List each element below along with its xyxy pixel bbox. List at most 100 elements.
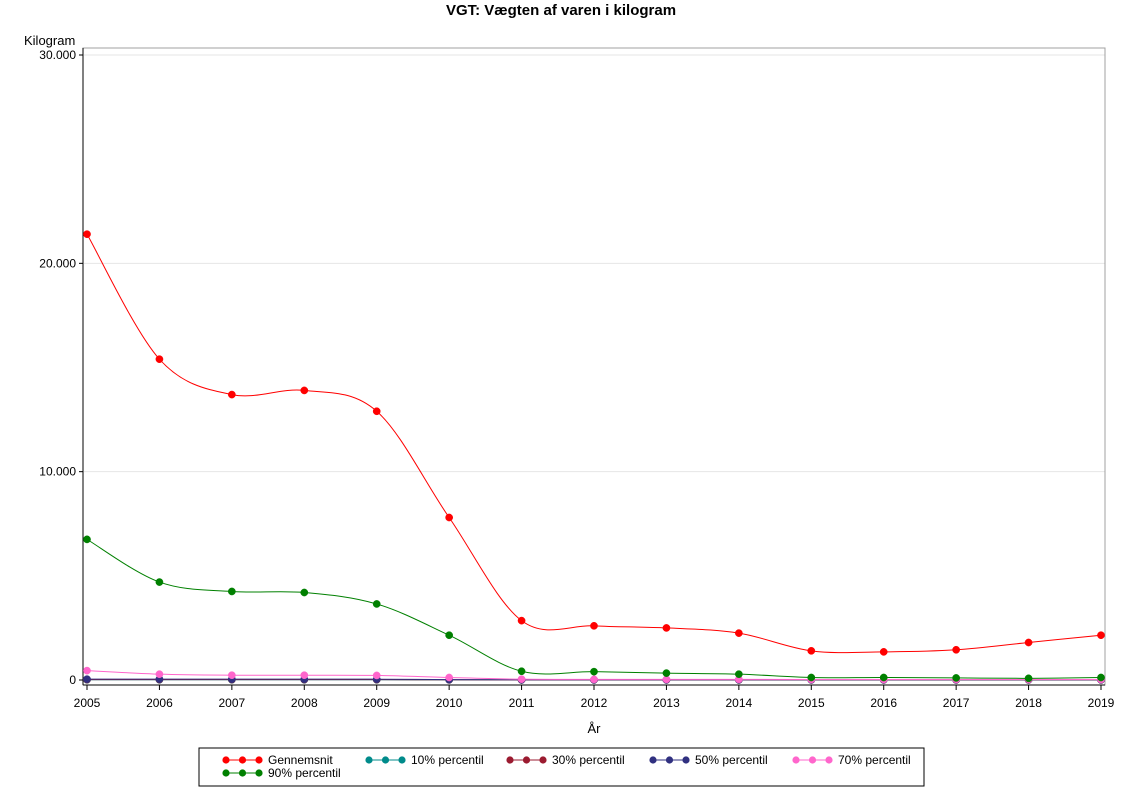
legend-marker	[238, 769, 247, 777]
x-tick-label: 2016	[870, 696, 897, 710]
data-point	[300, 386, 309, 395]
data-point	[445, 513, 453, 522]
legend-marker	[222, 756, 230, 764]
legend-item: 50% percentil	[649, 753, 768, 767]
data-point	[83, 535, 91, 544]
data-point	[952, 674, 960, 682]
x-tick-label: 2012	[581, 696, 608, 710]
legend-marker	[238, 756, 247, 764]
legend-marker	[665, 756, 674, 764]
data-point	[372, 600, 381, 608]
x-axis-label: År	[588, 721, 602, 736]
data-point	[1024, 638, 1033, 647]
legend-label: 50% percentil	[695, 753, 768, 767]
data-point	[445, 631, 453, 640]
legend-marker	[792, 756, 800, 764]
series-line	[86, 538, 1102, 679]
y-tick-label: 10.000	[39, 465, 76, 479]
data-point	[590, 621, 598, 630]
x-tick-label: 2014	[726, 696, 753, 710]
legend-item: 30% percentil	[506, 753, 625, 767]
data-point	[517, 675, 526, 684]
y-axis-label: Kilogram	[24, 33, 75, 48]
data-point	[228, 671, 236, 680]
legend-marker	[255, 769, 263, 777]
legend-marker	[381, 756, 390, 764]
legend-marker	[522, 756, 531, 764]
x-tick-label: 2005	[74, 696, 101, 710]
data-point	[445, 673, 453, 682]
legend-marker	[808, 756, 817, 764]
legend-label: 90% percentil	[268, 766, 341, 780]
series-90-percentil	[83, 535, 1105, 683]
legend-marker	[365, 756, 373, 764]
data-point	[517, 667, 526, 676]
data-point	[1097, 631, 1105, 640]
y-tick-label: 20.000	[39, 256, 76, 270]
data-point	[517, 616, 526, 625]
x-tick-label: 2015	[798, 696, 825, 710]
legend-label: Gennemsnit	[268, 753, 333, 767]
data-point	[590, 675, 598, 684]
data-point	[83, 675, 91, 684]
data-point	[662, 669, 671, 677]
data-point	[879, 648, 888, 656]
data-point	[662, 624, 671, 632]
data-point	[228, 390, 236, 399]
data-point	[807, 673, 816, 682]
legend-item: Gennemsnit	[222, 753, 333, 767]
data-point	[735, 670, 743, 679]
x-tick-label: 2017	[943, 696, 970, 710]
legend-marker	[222, 769, 230, 777]
y-axis: 0 10.000 20.000 30.000	[39, 48, 84, 687]
legend-label: 30% percentil	[552, 753, 625, 767]
legend-marker	[506, 756, 514, 764]
grid-lines	[84, 54, 1105, 473]
legend-item: 70% percentil	[792, 753, 911, 767]
plot-area	[82, 47, 1106, 686]
legend-label: 70% percentil	[838, 753, 911, 767]
data-point	[83, 666, 91, 675]
x-tick-label: 2013	[653, 696, 680, 710]
x-tick-label: 2007	[219, 696, 246, 710]
x-tick-label: 2019	[1088, 696, 1115, 710]
x-tick-label: 2006	[146, 696, 173, 710]
x-tick-label: 2010	[436, 696, 463, 710]
series-line	[86, 233, 1102, 654]
data-point	[1097, 673, 1105, 682]
legend-marker	[825, 756, 833, 764]
legend-item: 10% percentil	[365, 753, 484, 767]
data-point	[807, 646, 816, 655]
y-tick-label: 0	[69, 673, 76, 687]
data-point	[590, 667, 598, 676]
data-point	[300, 588, 309, 597]
data-point	[300, 671, 309, 680]
data-point	[155, 355, 164, 364]
series-gennemsnit	[83, 230, 1105, 656]
legend-marker	[682, 756, 690, 764]
x-axis: 2005 2006 2007 2008 2009 2010 2011 2012 2013 2014…	[74, 684, 1115, 710]
series-70-percentil	[83, 666, 1105, 684]
x-tick-label: 2011	[509, 696, 535, 710]
legend-marker	[539, 756, 547, 764]
data-point	[372, 407, 381, 416]
x-tick-label: 2008	[291, 696, 318, 710]
data-point	[372, 671, 381, 680]
data-point	[228, 587, 236, 596]
data-point	[155, 670, 164, 679]
legend-item: 90% percentil	[222, 766, 341, 780]
data-point	[952, 645, 960, 654]
data-point	[879, 673, 888, 682]
legend: Gennemsnit 10% percentil 30% percentil 50% …	[198, 747, 925, 787]
legend-label: 10% percentil	[411, 753, 484, 767]
x-tick-label: 2018	[1015, 696, 1042, 710]
data-point	[735, 629, 743, 637]
y-tick-label: 30.000	[39, 48, 76, 62]
legend-box	[198, 747, 925, 787]
x-tick-label: 2009	[363, 696, 390, 710]
data-point	[83, 230, 91, 239]
legend-marker	[398, 756, 406, 764]
data-point	[1024, 674, 1033, 683]
data-point	[155, 578, 164, 586]
